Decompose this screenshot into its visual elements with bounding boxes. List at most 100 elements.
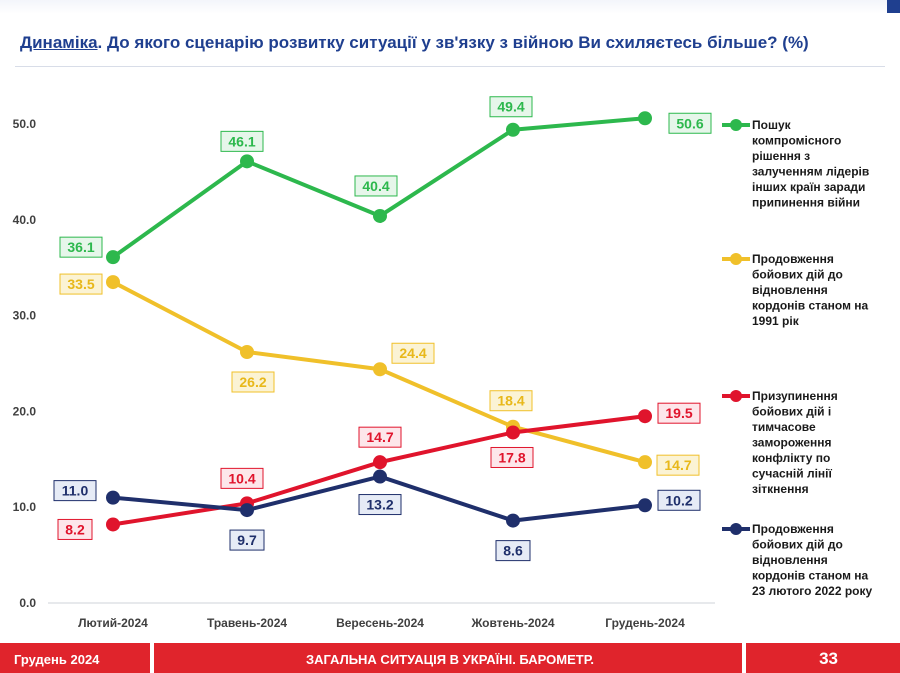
- data-label-box: [358, 426, 402, 448]
- data-point: [638, 498, 652, 513]
- data-label: 14.7: [664, 457, 691, 473]
- series-group: 33.5 26.2 24.4 18.4 14.7: [59, 273, 700, 476]
- data-label-box: [656, 454, 700, 476]
- legend-label: Продовження: [752, 252, 834, 266]
- title-text: . До якого сценарію розвитку ситуації у …: [97, 33, 809, 52]
- data-point: [240, 345, 254, 360]
- data-label: 33.5: [67, 276, 94, 292]
- data-label-box: [668, 112, 712, 134]
- footer-date: Грудень 2024: [14, 652, 100, 667]
- y-tick-label: 0.0: [19, 596, 36, 610]
- data-label: 24.4: [399, 345, 426, 361]
- data-label-box: [489, 390, 533, 412]
- legend-label: замороження: [752, 436, 832, 450]
- data-label: 8.2: [65, 521, 85, 537]
- data-label: 26.2: [239, 374, 266, 390]
- page-number: 33: [819, 649, 838, 668]
- data-label: 10.2: [665, 492, 692, 508]
- data-label: 46.1: [228, 133, 255, 149]
- title-highlight: Динаміка: [20, 33, 98, 52]
- legend-label: тимчасове: [752, 420, 816, 434]
- data-point: [106, 490, 120, 505]
- data-label: 8.6: [503, 543, 523, 559]
- data-label-box: [59, 236, 103, 258]
- footer-title: ЗАГАЛЬНА СИТУАЦІЯ В УКРАЇНІ. БАРОМЕТР.: [305, 652, 595, 667]
- legend-label: конфлікту по: [752, 451, 830, 465]
- footer-bar: Грудень 2024 ЗАГАЛЬНА СИТУАЦІЯ В УКРАЇНІ…: [0, 643, 900, 673]
- top-bar: [0, 0, 900, 14]
- footer-divider: [150, 643, 154, 673]
- legend-label: рішення з: [752, 149, 810, 163]
- legend-label: Призупинення: [752, 389, 838, 403]
- series-group: 11.0 9.7 13.2 8.6 10.2: [53, 469, 701, 562]
- data-point: [373, 455, 387, 470]
- legend-label: компромісного: [752, 134, 841, 148]
- y-tick-label: 50.0: [13, 117, 37, 131]
- data-point: [106, 275, 120, 290]
- data-point: [638, 111, 652, 126]
- data-label-box: [490, 446, 534, 468]
- data-label: 14.7: [366, 429, 393, 445]
- data-point: [506, 122, 520, 137]
- data-point: [638, 455, 652, 470]
- data-point: [106, 250, 120, 265]
- footer-divider: [742, 643, 746, 673]
- data-label-box: [489, 96, 533, 118]
- x-tick-label: Грудень-2024: [605, 616, 685, 630]
- x-tick-label: Вересень-2024: [336, 616, 424, 630]
- data-point: [506, 425, 520, 440]
- legend-label: припинення війни: [752, 196, 860, 210]
- data-point: [373, 362, 387, 377]
- legend-swatch-marker: [730, 390, 742, 402]
- data-label: 13.2: [366, 497, 393, 513]
- y-tick-label: 20.0: [13, 404, 37, 418]
- data-label: 19.5: [665, 405, 692, 421]
- data-label-box: [495, 540, 531, 562]
- page-title: Динаміка. До якого сценарію розвитку сит…: [20, 33, 880, 53]
- legend-label: 1991 рік: [752, 314, 800, 328]
- data-label: 50.6: [676, 115, 703, 131]
- data-label-box: [354, 175, 398, 197]
- data-label-box: [220, 467, 264, 489]
- title-divider: [15, 66, 885, 67]
- legend-label: кордонів станом на: [752, 299, 869, 313]
- data-label: 17.8: [498, 449, 525, 465]
- legend-label: відновлення: [752, 553, 828, 567]
- data-point: [106, 517, 120, 532]
- data-label: 10.4: [228, 470, 255, 486]
- series-group: 8.2 10.4 14.7 17.8 19.5: [57, 402, 701, 540]
- legend-label: Пошук: [752, 118, 792, 132]
- legend-swatch-marker: [730, 523, 742, 535]
- legend-swatch-marker: [730, 119, 742, 131]
- data-label-box: [229, 529, 265, 551]
- series-group: 36.1 46.1 40.4 49.4 50.6: [59, 96, 712, 265]
- legend-label: бойових дій до: [752, 538, 843, 552]
- data-label-box: [657, 402, 701, 424]
- legend-label: кордонів станом на: [752, 569, 869, 583]
- data-label: 11.0: [62, 483, 89, 499]
- data-label-box: [57, 518, 93, 540]
- x-tick-label: Травень-2024: [207, 616, 287, 630]
- y-tick-label: 10.0: [13, 500, 37, 514]
- legend-label: відновлення: [752, 283, 828, 297]
- data-label: 49.4: [497, 99, 524, 115]
- legend-label: зіткнення: [752, 482, 809, 496]
- x-tick-label: Лютий-2024: [78, 616, 148, 630]
- data-label: 9.7: [237, 532, 257, 548]
- line-chart: 0.0 10.0 20.0 30.0 40.0 50.0 Лютий-2024 Травень…: [13, 96, 873, 630]
- data-label-box: [220, 130, 264, 152]
- data-label: 18.4: [497, 393, 524, 409]
- legend-label: інших країн заради: [752, 180, 865, 194]
- y-tick-label: 30.0: [13, 309, 37, 323]
- data-label: 40.4: [362, 178, 389, 194]
- y-tick-label: 40.0: [13, 213, 37, 227]
- data-point: [240, 154, 254, 169]
- data-label-box: [391, 342, 435, 364]
- legend-label: Продовження: [752, 522, 834, 536]
- legend-label: бойових дій до: [752, 268, 843, 282]
- legend-label: 23 лютого 2022 року: [752, 584, 873, 598]
- data-point: [240, 503, 254, 518]
- data-point: [638, 409, 652, 424]
- data-label: 36.1: [67, 239, 94, 255]
- data-point: [373, 208, 387, 223]
